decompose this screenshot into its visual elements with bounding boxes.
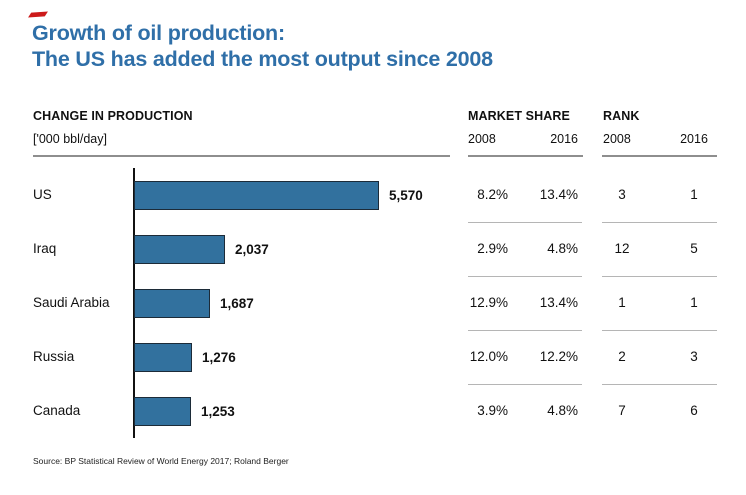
bar-russia	[134, 342, 192, 372]
change-in-production-header: CHANGE IN PRODUCTION	[33, 109, 193, 123]
rank-2016-us: 1	[690, 187, 698, 202]
category-label-us: US	[33, 187, 52, 202]
market-share-2016-russia: 12.2%	[539, 349, 578, 364]
unit-label: ['000 bbl/day]	[33, 132, 107, 146]
bar-canada	[134, 396, 191, 426]
rank-2016-saudi-arabia: 1	[690, 295, 698, 310]
market-share-2008-iraq: 2.9%	[477, 241, 508, 256]
bar-value-us: 5,570	[389, 187, 423, 203]
market-share-2016-canada: 4.8%	[547, 403, 578, 418]
title-line-2: The US has added the most output since 2…	[32, 47, 493, 71]
rank-2016-iraq: 5	[690, 241, 698, 256]
page-title: Growth of oil production: The US has add…	[32, 20, 493, 72]
bar-us	[134, 180, 379, 210]
category-label-canada: Canada	[33, 403, 81, 418]
left-header-rule	[33, 155, 450, 157]
rank-header: RANK	[603, 109, 640, 123]
bar-row-russia: 1,276	[134, 342, 236, 372]
bar-value-saudi-arabia: 1,687	[220, 295, 254, 311]
rank-2016-subheader: 2016	[680, 132, 708, 146]
logo-fragment-red-slash-icon	[28, 11, 48, 18]
bar-row-canada: 1,253	[134, 396, 235, 426]
bar-row-saudi-arabia: 1,687	[134, 288, 254, 318]
row-separator	[468, 384, 582, 385]
rank-2008-iraq: 12	[614, 241, 630, 256]
rank-2016-canada: 6	[690, 403, 698, 418]
market-share-header-rule	[468, 155, 583, 157]
bar-saudi-arabia	[134, 288, 210, 318]
row-separator	[468, 276, 582, 277]
category-label-iraq: Iraq	[33, 241, 57, 256]
row-separator	[602, 222, 717, 223]
title-line-1: Growth of oil production:	[32, 21, 285, 45]
row-separator	[602, 276, 717, 277]
bar-value-canada: 1,253	[201, 403, 235, 419]
rank-2008-canada: 7	[618, 403, 626, 418]
bar-value-iraq: 2,037	[235, 241, 269, 257]
market-share-2016-saudi-arabia: 13.4%	[539, 295, 578, 310]
row-separator	[468, 222, 582, 223]
rank-2008-saudi-arabia: 1	[618, 295, 626, 310]
rank-2008-russia: 2	[618, 349, 626, 364]
source-note: Source: BP Statistical Review of World E…	[33, 456, 289, 466]
rank-header-rule	[602, 155, 717, 157]
market-share-2016-us: 13.4%	[539, 187, 578, 202]
market-share-2008-us: 8.2%	[477, 187, 508, 202]
category-label-russia: Russia	[33, 349, 75, 364]
rank-2008-subheader: 2008	[603, 132, 631, 146]
market-share-2008-saudi-arabia: 12.9%	[469, 295, 508, 310]
bar-iraq	[134, 234, 225, 264]
row-separator	[468, 330, 582, 331]
market-share-2008-canada: 3.9%	[477, 403, 508, 418]
market-share-header: MARKET SHARE	[468, 109, 570, 123]
market-share-2016-subheader: 2016	[550, 132, 578, 146]
bar-row-iraq: 2,037	[134, 234, 269, 264]
row-separator	[602, 330, 717, 331]
rank-2008-us: 3	[618, 187, 626, 202]
row-separator	[602, 384, 717, 385]
bar-row-us: 5,570	[134, 180, 423, 210]
market-share-2008-subheader: 2008	[468, 132, 496, 146]
market-share-2016-iraq: 4.8%	[547, 241, 578, 256]
market-share-2008-russia: 12.0%	[469, 349, 508, 364]
category-label-saudi-arabia: Saudi Arabia	[33, 295, 110, 310]
rank-2016-russia: 3	[690, 349, 698, 364]
bar-value-russia: 1,276	[202, 349, 236, 365]
